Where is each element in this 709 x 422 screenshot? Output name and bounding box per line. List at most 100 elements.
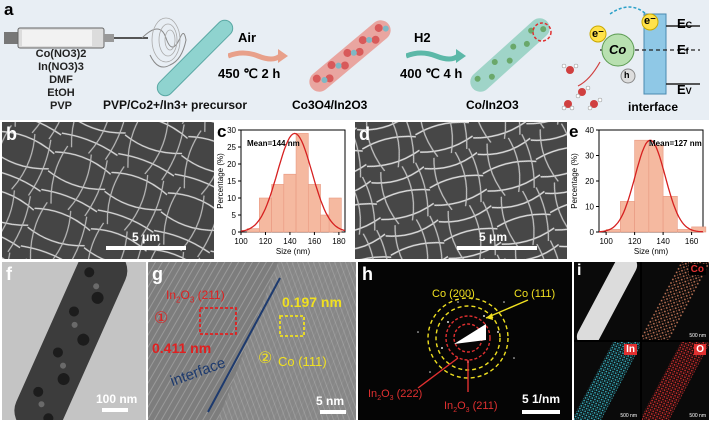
histogram-bar	[283, 173, 297, 233]
histogram-bar	[662, 196, 678, 233]
in2o3-phase-label: In2O3 (211)	[166, 288, 225, 305]
y-tick-label: 20	[227, 160, 236, 169]
co-phase-label: Co (111)	[278, 354, 327, 369]
ring-label-in2o3-222: In2O3 (222)	[368, 388, 423, 403]
band-ec-label: EC	[677, 16, 693, 31]
y-tick-label: 10	[585, 203, 594, 212]
y-tick-label: 40	[585, 126, 594, 135]
element-tag-in: In	[624, 344, 637, 355]
reagent-item: EtOH	[47, 87, 75, 99]
nanofiber-mesh-d	[355, 122, 567, 259]
x-tick-label: 160	[685, 237, 699, 246]
diffraction-rings	[358, 262, 572, 420]
scale-bar	[102, 408, 128, 412]
y-tick-label: 30	[585, 152, 594, 161]
scale-bar	[457, 246, 537, 250]
scale-bar	[106, 246, 186, 250]
x-axis-label: Size (nm)	[276, 247, 311, 256]
y-axis-label: Percentage (%)	[216, 153, 225, 209]
panel-h-saed-image: h Co (200) Co (111) In2O3 (222) In2O3 (2…	[358, 262, 572, 420]
y-tick-label: 10	[227, 194, 236, 203]
panel-e-histogram: e 100 120 140 160 0 10 20 30 40 Size (nm) Percenta…	[569, 122, 709, 259]
band-ef-sub: f	[685, 46, 689, 56]
panel-label-f: f	[6, 264, 12, 284]
panel-label-a: a	[4, 0, 14, 19]
mean-annotation: Mean=127 nm	[649, 139, 702, 148]
histogram-c: 100 120 140 160 180 0 5 10 15 20 25 30 Size (nm) Perc…	[216, 126, 346, 256]
reagent-item: Co(NO3)2	[35, 48, 87, 60]
band-diagram	[561, 6, 700, 111]
panel-label-b: b	[6, 124, 17, 144]
histogram-bar	[259, 197, 272, 233]
eds-map-in: In 500 nm	[574, 342, 640, 420]
x-tick-label: 120	[628, 237, 642, 246]
panel-i-eds-maps: i Co 500 nm In 500 nm O 500 nm	[574, 262, 709, 420]
band-ef-label: Ef	[677, 42, 689, 57]
band-ev-sub: V	[685, 86, 692, 96]
region-2-marker: ②	[258, 350, 273, 367]
x-tick-label: 140	[283, 237, 297, 246]
co-atom-label: Co	[609, 42, 627, 57]
y-tick-label: 20	[585, 177, 594, 186]
histogram-bar	[271, 184, 285, 233]
nanofiber-mesh-b	[2, 122, 214, 259]
map-scale-label: 500 nm	[689, 333, 706, 339]
ring-label-co-111: Co (111)	[514, 288, 556, 300]
d-spacing-1: 0.411 nm	[152, 340, 212, 356]
panel-g-hrtem-image: g In2O3 (211) ① 0.411 nm 0.197 nm ② Co (…	[148, 262, 356, 420]
histogram-e: 100 120 140 160 0 10 20 30 40 Size (nm) Percentage…	[570, 126, 707, 256]
element-tag-o: O	[694, 344, 706, 355]
x-tick-label: 140	[656, 237, 670, 246]
co3o4-label: Co3O4/In2O3	[292, 98, 368, 112]
interface-label: interface	[628, 100, 679, 114]
panel-f-tem-image: f 100 nm	[2, 262, 146, 420]
hole-label: h	[624, 70, 630, 80]
panel-label-d: d	[359, 124, 370, 144]
electron-label: e⁻	[644, 15, 656, 27]
scale-label: 5 μm	[479, 230, 508, 244]
reagent-list: Co(NO3)2 In(NO3)3 DMF EtOH PVP	[26, 48, 96, 113]
band-ev-label: EV	[677, 82, 692, 97]
reagent-item: In(NO3)3	[38, 61, 84, 73]
step1-gas: Air	[238, 30, 257, 45]
gaussian-fit-line	[240, 132, 346, 232]
d-spacing-2: 0.197 nm	[282, 294, 342, 310]
step1-condition: 450 ℃ 2 h	[218, 66, 281, 81]
scale-bar	[320, 410, 346, 414]
panel-c-histogram: c 100 120 140 160 180 0 5 10 15 20 25 30 Size (nm) Pe…	[215, 122, 353, 259]
y-tick-label: 25	[227, 143, 236, 152]
ring-label-in2o3-211: In2O3 (211)	[444, 400, 498, 415]
electrospinning-jet-icon	[141, 17, 187, 68]
scale-bar	[522, 410, 560, 414]
histogram-bar	[620, 201, 635, 233]
panel-b-sem-image: b 5 μm	[2, 122, 214, 259]
scale-label: 5 1/nm	[522, 392, 561, 406]
histogram-bar	[295, 133, 309, 233]
x-tick-label: 160	[308, 237, 322, 246]
histogram-bar	[307, 184, 321, 233]
co-in2o3-label: Co/In2O3	[466, 98, 519, 112]
co3o4-fiber	[309, 20, 391, 92]
panel-label-c: c	[217, 122, 227, 141]
y-tick-label: 0	[232, 228, 237, 237]
y-tick-label: 15	[227, 177, 236, 186]
element-tag-co: Co	[688, 264, 706, 275]
step2-gas: H2	[414, 30, 431, 45]
lattice-fringes	[148, 262, 356, 420]
region-1-marker: ①	[154, 310, 169, 327]
precursor-label: PVP/Co2+/In3+ precursor	[103, 98, 248, 112]
panel-label-h: h	[362, 264, 373, 284]
y-tick-label: 0	[590, 228, 595, 237]
band-ec-sub: C	[685, 20, 693, 30]
x-tick-label: 100	[234, 237, 248, 246]
scale-label: 5 μm	[132, 230, 161, 244]
eds-map-co: Co 500 nm	[642, 262, 709, 340]
y-tick-label: 5	[232, 211, 237, 220]
x-axis-label: Size (nm)	[634, 247, 669, 256]
step1-arrow	[228, 49, 288, 63]
x-tick-label: 120	[259, 237, 273, 246]
panel-label-e: e	[569, 122, 579, 141]
syringe-icon	[4, 27, 148, 49]
reagent-item: PVP	[49, 100, 72, 112]
panel-a: a Co(NO3)2 In(NO3)3 DMF EtOH PVP PVP/Co2…	[0, 0, 709, 120]
